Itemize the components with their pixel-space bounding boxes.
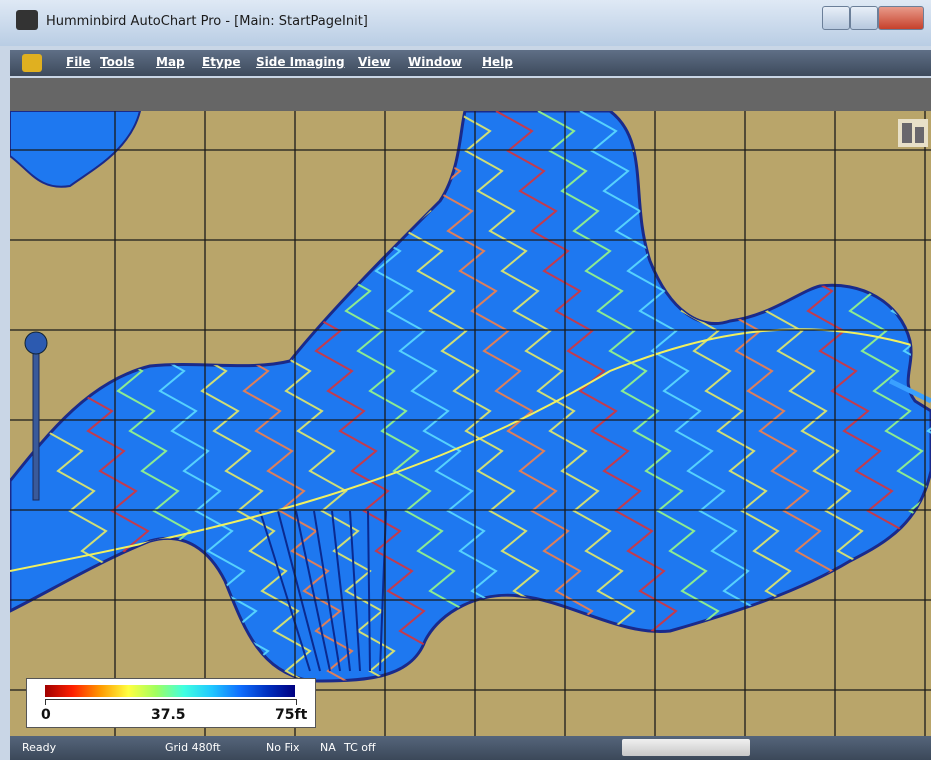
depth-slider[interactable]: [24, 331, 48, 501]
app-icon: [16, 10, 38, 30]
close-button[interactable]: [878, 6, 924, 30]
menu-item[interactable]: Side Imaging: [256, 55, 345, 69]
scale-ticks: [45, 699, 297, 705]
status-field: Ready: [22, 741, 57, 754]
inflow: [888, 378, 931, 404]
deep-track: [277, 510, 321, 672]
status-field: Grid 480ft: [165, 741, 221, 754]
status-bar: Ready Grid 480ft No Fix NA TC off: [10, 736, 931, 760]
depth-color-scale: [45, 685, 295, 697]
menu-item[interactable]: Help: [482, 55, 513, 69]
menu-item[interactable]: File: [66, 55, 91, 69]
window-title: Humminbird AutoChart Pro - [Main: StartP…: [46, 14, 368, 29]
maximize-button[interactable]: [850, 6, 878, 30]
status-progress: [622, 739, 750, 756]
deep-track: [367, 510, 371, 672]
legend-label: 0: [41, 707, 51, 723]
deep-track: [295, 510, 331, 672]
menu-icon: [22, 54, 42, 72]
deep-track: [259, 510, 311, 672]
menu-item[interactable]: Map: [156, 55, 185, 69]
legend-label: 37.5: [151, 707, 186, 723]
status-field: NA: [320, 741, 336, 754]
menu-item[interactable]: Etype: [202, 55, 241, 69]
map-view[interactable]: [10, 111, 931, 736]
title-bar: Humminbird AutoChart Pro - [Main: StartP…: [0, 0, 931, 46]
menu-item[interactable]: View: [358, 55, 391, 69]
lake: [10, 111, 931, 683]
deep-track: [331, 510, 351, 672]
status-field: No Fix: [266, 741, 300, 754]
db-badge: [898, 119, 928, 147]
small-lake: [10, 111, 142, 188]
menu-item[interactable]: Window: [408, 55, 462, 69]
status-field: TC off: [344, 741, 376, 754]
deep-track: [349, 510, 361, 672]
minimize-button[interactable]: [822, 6, 850, 30]
menu-item[interactable]: Tools: [100, 55, 135, 69]
menu-bar: File Tools Map Etype Side Imaging View Window H…: [10, 50, 931, 76]
deep-track: [313, 510, 341, 672]
toolbar: [10, 78, 931, 138]
legend-label: 75ft: [275, 707, 308, 723]
depth-legend: 0 37.5 75ft: [26, 678, 316, 728]
cross-track: [10, 328, 931, 572]
